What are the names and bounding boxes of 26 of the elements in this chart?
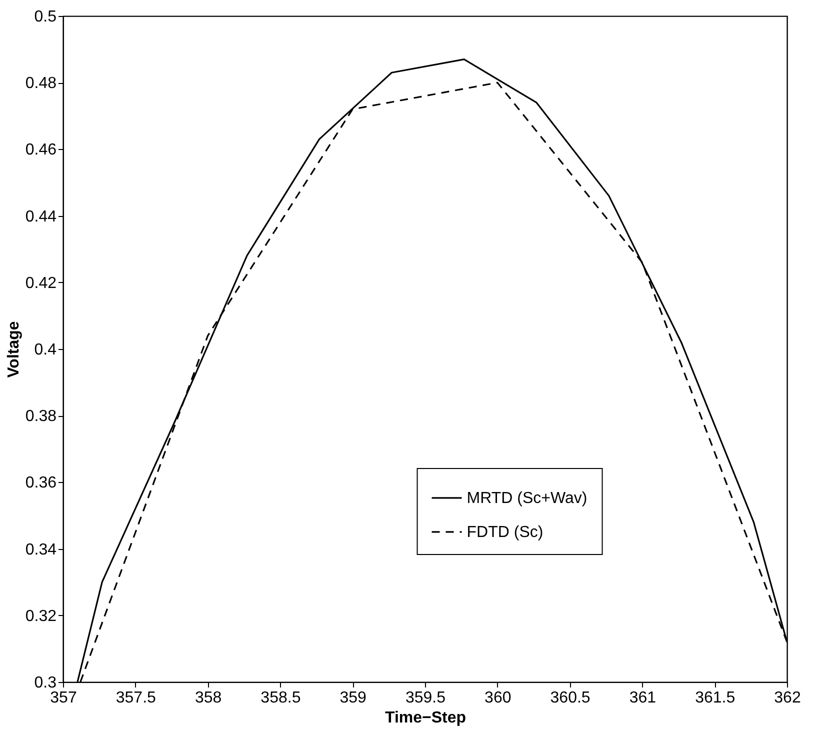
x-tick-label: 361.5 — [695, 690, 736, 706]
legend-label: MRTD (Sc+Wav) — [466, 490, 588, 507]
y-axis-title: Voltage — [5, 321, 22, 378]
y-tick-label: 0.4 — [34, 342, 57, 358]
y-tick-label: 0.5 — [34, 8, 57, 26]
x-axis-title: Time−Step — [384, 710, 466, 726]
y-tick-label: 0.38 — [25, 408, 57, 426]
y-tick-label: 0.36 — [25, 474, 57, 492]
x-tick-label: 359 — [340, 690, 367, 706]
x-tick-label: 362 — [774, 690, 801, 706]
x-tick-label: 358.5 — [260, 690, 301, 706]
x-tick-label: 361 — [629, 690, 656, 706]
x-tick-label: 360.5 — [550, 690, 590, 706]
y-tick-label: 0.32 — [25, 608, 57, 625]
x-tick-label: 359.5 — [405, 690, 446, 706]
legend-label: FDTD (Sc) — [466, 524, 544, 541]
y-tick-label: 0.3 — [34, 674, 57, 692]
x-tick-label: 357.5 — [116, 690, 156, 706]
y-tick-label: 0.44 — [25, 208, 57, 226]
y-tick-label: 0.34 — [25, 541, 57, 558]
y-tick-label: 0.46 — [25, 142, 57, 159]
y-tick-label: 0.48 — [25, 75, 57, 92]
x-tick-label: 358 — [194, 690, 222, 706]
x-tick-label: 357 — [50, 690, 77, 706]
x-tick-label: 360 — [484, 690, 512, 706]
y-tick-label: 0.42 — [25, 274, 57, 292]
